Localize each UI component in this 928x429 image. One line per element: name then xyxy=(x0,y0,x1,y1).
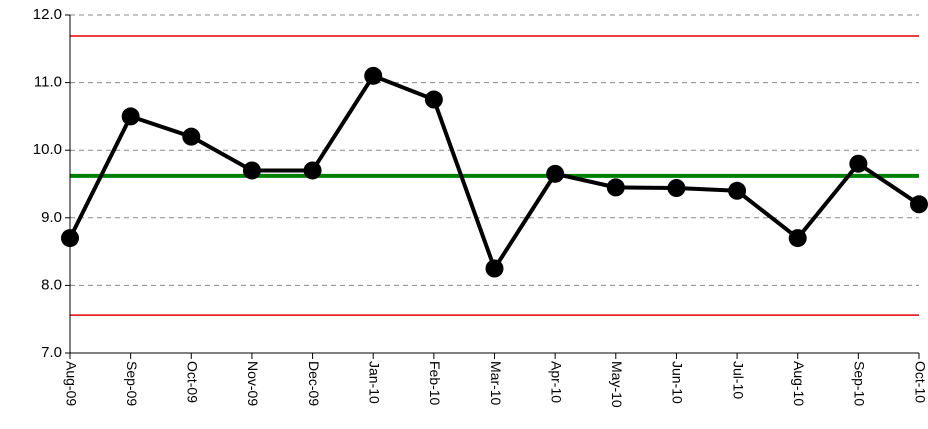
point xyxy=(667,179,686,198)
x-tick-label: Jun-10 xyxy=(670,361,686,404)
x-tick-label: Jul-10 xyxy=(730,361,746,399)
point xyxy=(606,178,625,197)
x-tick-label: Oct-09 xyxy=(185,361,201,403)
point xyxy=(121,107,140,126)
point xyxy=(728,181,747,200)
point xyxy=(910,195,928,214)
point xyxy=(61,229,79,248)
y-tick-label: 12.0 xyxy=(33,6,62,23)
x-tick-label: Sep-09 xyxy=(124,361,140,406)
x-tick-label: Mar-10 xyxy=(488,361,504,406)
x-tick-label: Aug-09 xyxy=(63,361,79,406)
x-tick-label: Sep-10 xyxy=(852,361,868,406)
point xyxy=(303,161,322,180)
point xyxy=(364,66,383,85)
y-tick-label: 7.0 xyxy=(41,344,62,361)
y-tick-label: 8.0 xyxy=(41,276,62,293)
x-tick-label: Jan-10 xyxy=(367,361,383,404)
point xyxy=(546,164,565,183)
y-tick-label: 9.0 xyxy=(41,209,62,226)
point xyxy=(849,154,868,173)
x-tick-label: Oct-10 xyxy=(912,361,928,403)
x-tick-label: Aug-10 xyxy=(791,361,807,406)
x-tick-label: Dec-09 xyxy=(306,361,322,406)
x-tick-label: May-10 xyxy=(609,361,625,408)
point xyxy=(182,127,201,146)
point xyxy=(485,259,504,278)
y-tick-label: 11.0 xyxy=(34,74,62,91)
point xyxy=(242,161,261,180)
point xyxy=(788,229,807,248)
point xyxy=(424,90,443,109)
x-tick-label: Nov-09 xyxy=(245,361,261,406)
x-tick-label: Apr-10 xyxy=(548,361,564,403)
x-tick-label: Feb-10 xyxy=(427,361,443,406)
y-tick-label: 10.0 xyxy=(33,141,62,158)
